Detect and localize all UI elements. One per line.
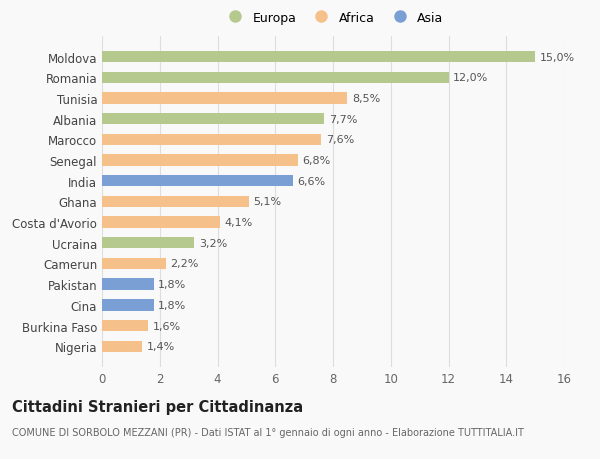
Bar [102,320,148,331]
Text: 1,4%: 1,4% [147,341,175,352]
Text: 6,6%: 6,6% [297,176,325,186]
Bar [102,258,166,269]
Text: 1,8%: 1,8% [158,300,187,310]
Bar [102,196,249,207]
Text: 3,2%: 3,2% [199,238,227,248]
Text: COMUNE DI SORBOLO MEZZANI (PR) - Dati ISTAT al 1° gennaio di ogni anno - Elabora: COMUNE DI SORBOLO MEZZANI (PR) - Dati IS… [12,427,524,437]
Bar [102,300,154,311]
Bar [102,155,298,166]
Text: 7,7%: 7,7% [329,114,357,124]
Text: 15,0%: 15,0% [539,52,575,62]
Bar [102,176,293,187]
Text: 5,1%: 5,1% [254,197,282,207]
Text: 2,2%: 2,2% [170,259,198,269]
Bar [102,217,220,228]
Bar [102,279,154,290]
Text: Cittadini Stranieri per Cittadinanza: Cittadini Stranieri per Cittadinanza [12,399,303,414]
Legend: Europa, Africa, Asia: Europa, Africa, Asia [218,6,449,29]
Text: 4,1%: 4,1% [225,218,253,228]
Text: 7,6%: 7,6% [326,135,354,145]
Bar [102,73,449,84]
Bar [102,93,347,104]
Bar [102,341,142,352]
Text: 1,6%: 1,6% [152,321,181,331]
Bar [102,238,194,249]
Bar [102,134,322,146]
Text: 6,8%: 6,8% [302,156,331,166]
Bar [102,114,325,125]
Text: 12,0%: 12,0% [453,73,488,83]
Bar [102,52,535,63]
Text: 1,8%: 1,8% [158,280,187,290]
Text: 8,5%: 8,5% [352,94,380,104]
